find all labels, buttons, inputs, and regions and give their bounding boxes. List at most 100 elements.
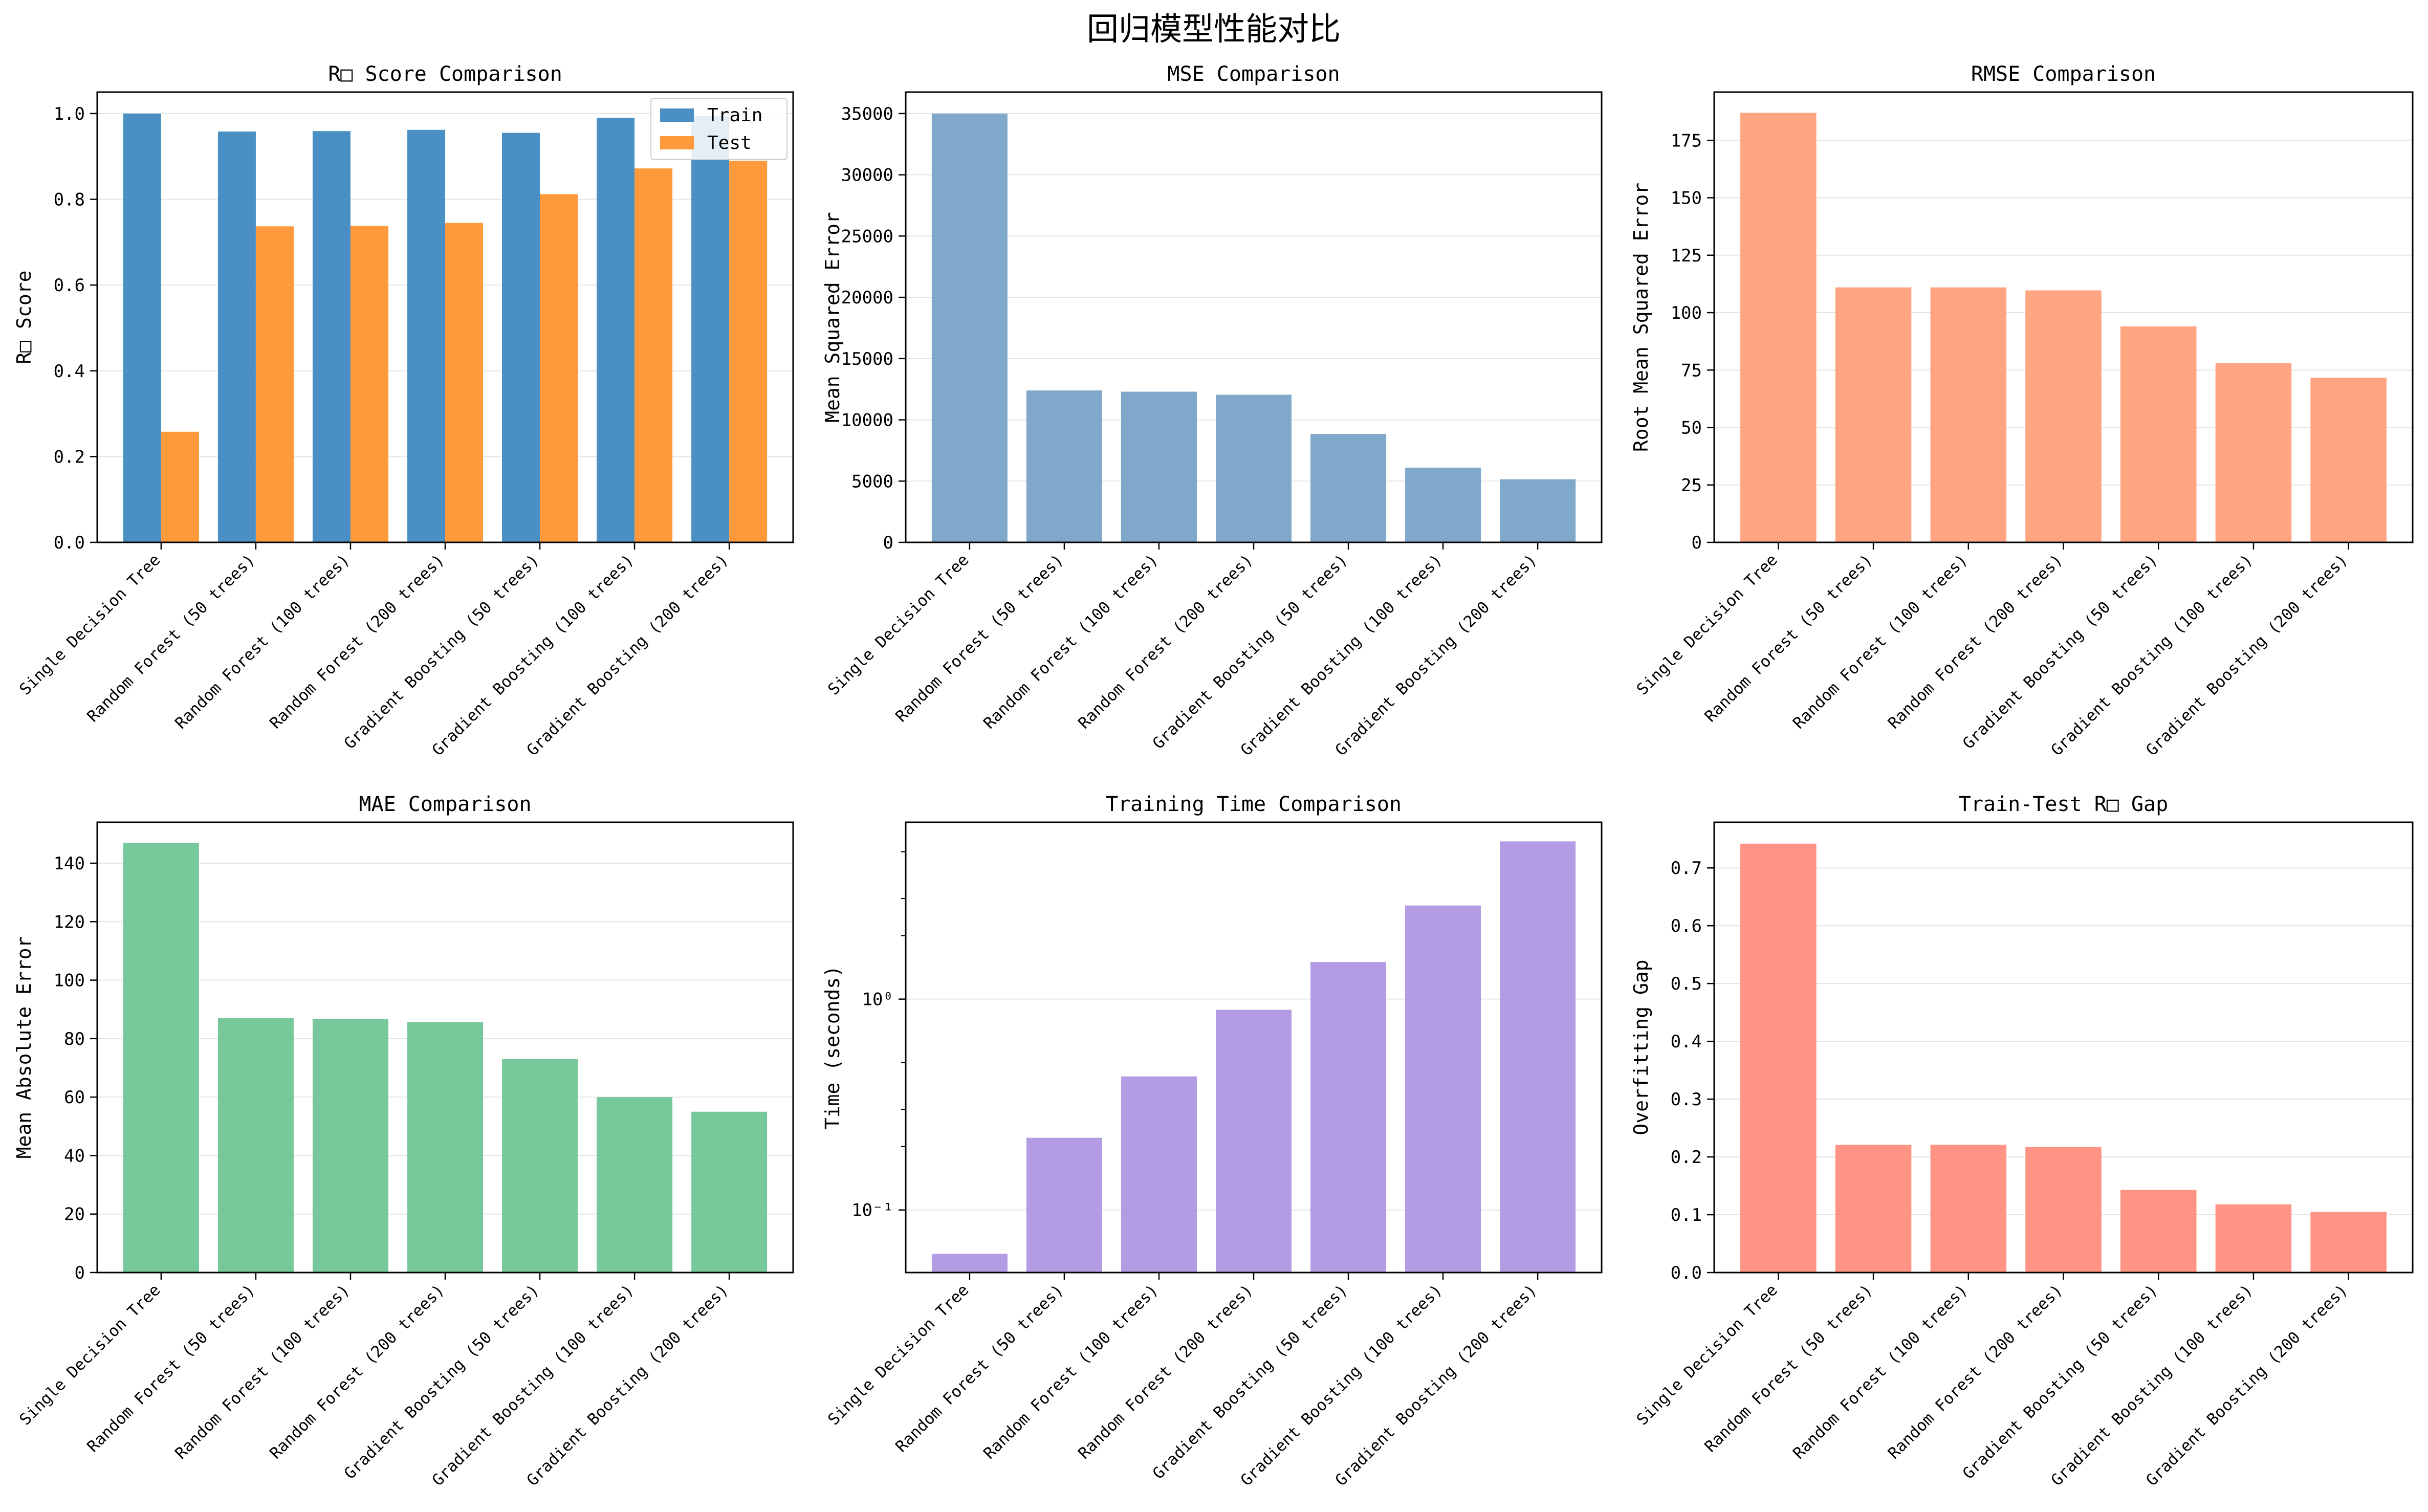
y-tick-label: 80 xyxy=(64,1029,85,1049)
x-tick-label: Gradient Boosting (100 trees) xyxy=(2047,1281,2256,1489)
x-tick-label: Gradient Boosting (100 trees) xyxy=(1237,551,1446,759)
bar xyxy=(2120,326,2197,542)
y-tick-label: 25000 xyxy=(841,226,893,247)
x-tick-label: Gradient Boosting (200 trees) xyxy=(2142,551,2351,759)
bar xyxy=(1740,113,1817,543)
bar xyxy=(1500,841,1576,1273)
x-tick-label: Gradient Boosting (50 trees) xyxy=(1959,1281,2161,1483)
chart-title: RMSE Comparison xyxy=(1971,62,2156,86)
bar xyxy=(1121,391,1197,542)
y-tick-label: 0.2 xyxy=(54,447,85,467)
x-tick-label: Gradient Boosting (200 trees) xyxy=(1332,551,1541,759)
x-tick-label: Random Forest (100 trees) xyxy=(980,551,1162,732)
bar xyxy=(2120,1190,2197,1273)
x-tick-label: Gradient Boosting (100 trees) xyxy=(429,551,638,759)
x-tick-label: Gradient Boosting (100 trees) xyxy=(1237,1281,1446,1489)
chart-title: MAE Comparison xyxy=(359,793,531,816)
y-axis-label: R□ Score xyxy=(13,270,35,364)
y-axis-label: Overfitting Gap xyxy=(1630,959,1652,1135)
x-tick-label: Random Forest (50 trees) xyxy=(83,551,258,726)
x-tick-label: Gradient Boosting (50 trees) xyxy=(1959,551,2161,753)
x-tick-label: Random Forest (200 trees) xyxy=(1885,551,2066,732)
y-tick-label: 15000 xyxy=(841,349,893,369)
bar xyxy=(1930,1145,2007,1273)
x-tick-label: Random Forest (50 trees) xyxy=(1701,551,1876,726)
x-tick-label: Random Forest (100 trees) xyxy=(171,551,353,732)
x-tick-label: Random Forest (200 trees) xyxy=(266,1281,448,1462)
bar-test xyxy=(350,226,388,542)
x-tick-label: Random Forest (100 trees) xyxy=(980,1281,1162,1462)
bar xyxy=(2215,363,2292,542)
bar xyxy=(1215,395,1292,542)
x-tick-label: Gradient Boosting (200 trees) xyxy=(1332,1281,1541,1489)
x-tick-label: Random Forest (50 trees) xyxy=(83,1281,258,1456)
y-tick-label: 60 xyxy=(64,1087,85,1108)
x-tick-label: Gradient Boosting (100 trees) xyxy=(2047,551,2256,759)
bar xyxy=(597,1097,673,1273)
y-axis-label: Time (seconds) xyxy=(821,966,844,1129)
x-tick-label: Random Forest (200 trees) xyxy=(1075,551,1256,732)
legend-label-train: Train xyxy=(707,105,762,126)
bar xyxy=(2025,1147,2102,1273)
y-tick-label: 40 xyxy=(64,1146,85,1166)
bar xyxy=(1500,479,1576,542)
bar-train xyxy=(312,131,351,542)
bar xyxy=(1310,962,1387,1273)
y-tick-label: 0 xyxy=(1692,533,1702,553)
chart-title: Train-Test R□ Gap xyxy=(1959,793,2168,816)
y-tick-label: 1.0 xyxy=(54,104,85,124)
bar xyxy=(2310,1212,2387,1273)
y-tick-label: 0.2 xyxy=(1671,1147,1702,1168)
bar xyxy=(1835,1145,1912,1273)
y-tick-label: 20 xyxy=(64,1204,85,1225)
bar xyxy=(502,1059,578,1273)
legend-swatch-test xyxy=(660,136,694,149)
legend: Train Test xyxy=(650,98,788,160)
y-tick-label: 100 xyxy=(54,971,85,991)
x-tick-label: Random Forest (100 trees) xyxy=(171,1281,353,1462)
bar-train xyxy=(691,116,730,543)
y-tick-label: 25 xyxy=(1681,475,1702,496)
x-tick-label: Gradient Boosting (200 trees) xyxy=(523,551,732,759)
y-tick-label: 125 xyxy=(1671,246,1702,266)
bar-test xyxy=(255,226,294,542)
y-tick-label: 0.0 xyxy=(1671,1263,1702,1283)
bar xyxy=(1215,1010,1292,1273)
legend-label-test: Test xyxy=(707,133,752,154)
y-tick-label: 0.4 xyxy=(1671,1032,1702,1052)
x-tick-label: Random Forest (100 trees) xyxy=(1789,1281,1971,1462)
y-tick-label: 0.8 xyxy=(54,190,85,210)
bar xyxy=(2215,1204,2292,1273)
bar xyxy=(1310,434,1387,542)
y-tick-label: 10⁻¹ xyxy=(851,1200,893,1221)
y-tick-label: 20000 xyxy=(841,288,893,308)
y-tick-label: 10000 xyxy=(841,410,893,431)
bar-test xyxy=(729,161,768,543)
bar-train xyxy=(597,118,635,543)
y-tick-label: 0.4 xyxy=(54,361,85,382)
bar xyxy=(2310,378,2387,542)
x-tick-label: Gradient Boosting (50 trees) xyxy=(341,551,543,753)
y-axis-label: Mean Squared Error xyxy=(821,212,844,423)
x-tick-label: Random Forest (50 trees) xyxy=(892,1281,1067,1456)
bar xyxy=(217,1018,294,1273)
bar xyxy=(1740,843,1817,1273)
bar xyxy=(312,1019,388,1273)
y-tick-label: 120 xyxy=(54,912,85,932)
y-tick-label: 10⁰ xyxy=(862,990,893,1010)
bar xyxy=(407,1022,484,1273)
chart-title: R□ Score Comparison xyxy=(328,62,562,86)
y-tick-label: 0.6 xyxy=(54,275,85,296)
chart-title: Training Time Comparison xyxy=(1106,793,1402,816)
bar-test xyxy=(540,194,578,542)
y-tick-label: 0 xyxy=(75,1263,85,1283)
bar xyxy=(1405,467,1481,542)
y-tick-label: 50 xyxy=(1681,418,1702,439)
y-tick-label: 0 xyxy=(883,533,893,553)
y-tick-label: 5000 xyxy=(851,471,893,492)
